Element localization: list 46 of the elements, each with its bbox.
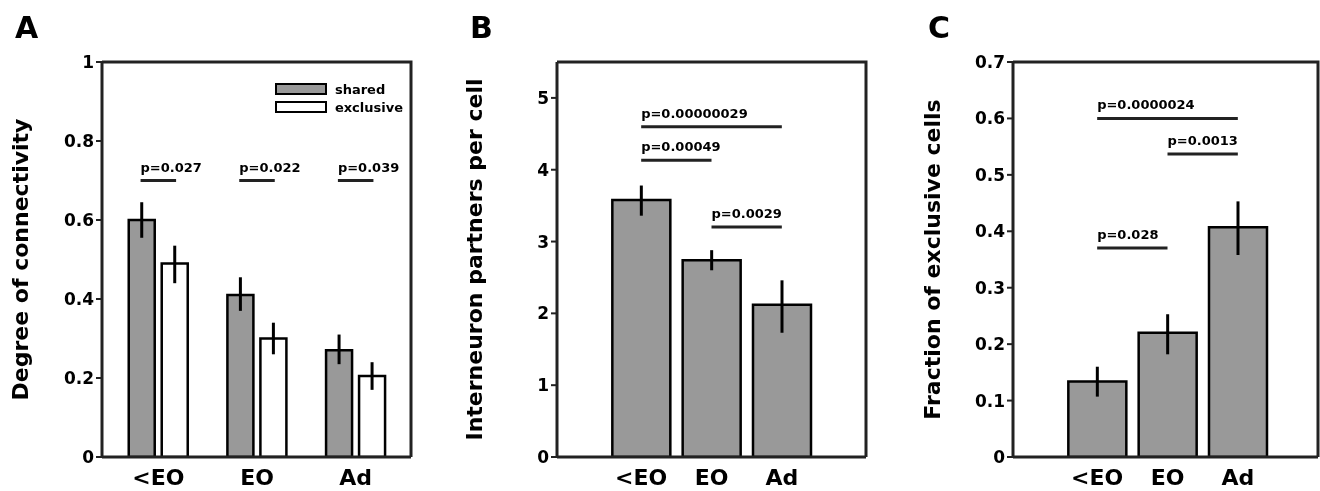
- y-tick-label: 0.7: [974, 52, 1005, 73]
- y-tick-label: 0.6: [974, 108, 1005, 129]
- annotation: p=0.0000024: [1097, 97, 1195, 113]
- x-tick-label: Ad: [1221, 464, 1255, 490]
- y-tick-label: 0.5: [974, 164, 1005, 185]
- x-tick-label: Ad: [339, 464, 373, 490]
- x-tick-label: EO: [1150, 464, 1185, 490]
- annotation: p=0.039: [337, 159, 400, 175]
- y-tick-label: 5: [537, 87, 549, 108]
- chart-title: B: [470, 10, 493, 45]
- annotation: p=0.0013: [1167, 133, 1238, 149]
- chart-title: C: [928, 10, 951, 45]
- annotation: p=0.00049: [641, 139, 721, 155]
- y-tick-label: 1: [82, 52, 94, 73]
- y-tick-label: 1: [537, 375, 549, 396]
- annotation: p=0.0029: [711, 206, 782, 222]
- annotation: p=0.00000029: [641, 105, 748, 121]
- y-tick-label: 0.4: [974, 221, 1006, 242]
- x-tick-label: <EO: [1071, 464, 1124, 490]
- y-axis-title: Interneuron partners per cell: [462, 78, 487, 441]
- legend-label: shared: [334, 81, 386, 97]
- y-tick-label: 0: [537, 447, 550, 468]
- x-tick-label: <EO: [615, 464, 668, 490]
- y-tick-label: 0.8: [63, 131, 94, 152]
- y-tick-label: 0.4: [63, 289, 95, 310]
- annotation: p=0.028: [1097, 227, 1159, 243]
- y-tick-label: 2: [537, 303, 549, 324]
- y-tick-label: 0.2: [974, 334, 1005, 355]
- y-tick-label: 0: [82, 447, 95, 468]
- y-axis-title: Degree of connectivity: [8, 118, 33, 401]
- y-tick-label: 0.1: [974, 390, 1005, 411]
- x-tick-label: <EO: [132, 464, 185, 490]
- x-tick-label: EO: [694, 464, 729, 490]
- legend-label: exclusive: [334, 99, 403, 115]
- x-tick-label: EO: [240, 464, 274, 490]
- y-axis-title: Fraction of exclusive cells: [920, 99, 945, 420]
- y-tick-label: 0: [993, 447, 1006, 468]
- y-tick-label: 3: [537, 231, 549, 252]
- x-tick-label: Ad: [765, 464, 799, 490]
- annotation: p=0.027: [140, 159, 202, 175]
- annotation: p=0.022: [239, 159, 301, 175]
- y-tick-label: 0.2: [63, 368, 94, 389]
- y-tick-label: 0.3: [974, 277, 1005, 298]
- y-tick-label: 0.6: [63, 210, 94, 231]
- y-tick-label: 4: [537, 159, 550, 180]
- chart-title: A: [15, 10, 39, 45]
